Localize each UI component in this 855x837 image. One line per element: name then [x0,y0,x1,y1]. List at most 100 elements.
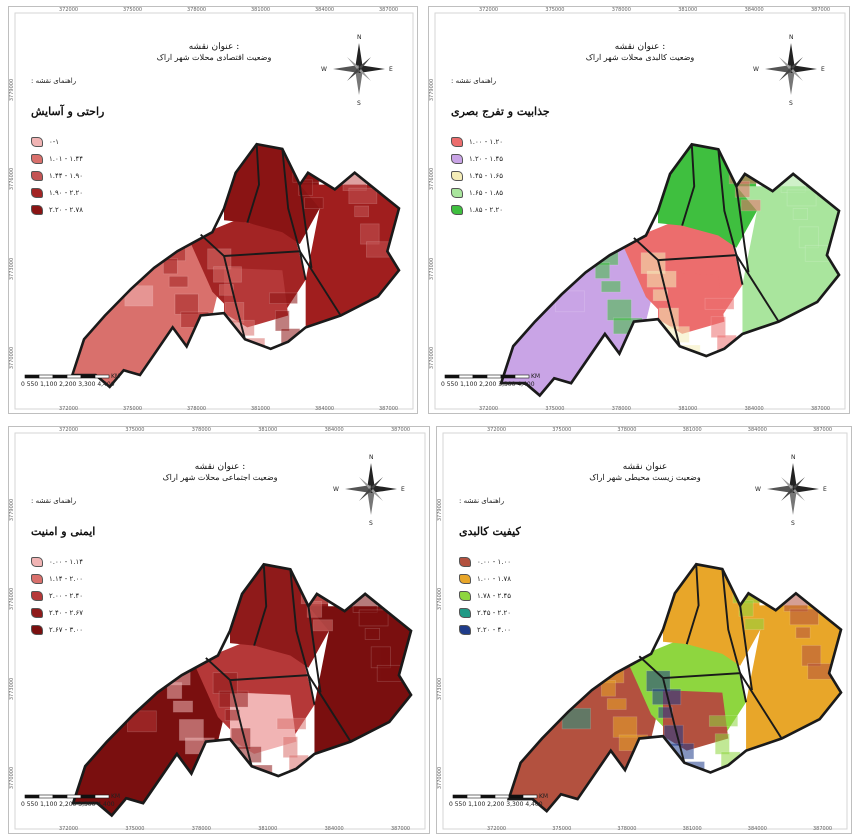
x-tick-bottom: 372000 [487,826,507,832]
map-legend: ۱.۰۰ - ۱.۲۰ ۱.۲۰ - ۱.۴۵ ۱.۴۵ - ۱.۶۵ ۱.۶۵ - … [451,133,503,218]
x-tick-bottom: 375000 [552,826,572,832]
x-tick-bottom: 375000 [123,406,143,412]
legend-range: ۰.۰۰ - ۱.۰۰ [477,557,511,566]
legend-range: ۰.۰۰ - ۱.۱۴ [49,557,83,566]
legend-swatch [31,187,43,198]
legend-range: ۲.۴۰ - ۲.۶۷ [49,608,83,617]
legend-swatch [459,624,471,635]
compass-label-w: W [321,66,327,73]
city-boundary [71,562,413,818]
map-title-label: عنوان نقشه [622,462,668,472]
map-title-label: عنوان نقشه : [614,42,666,52]
legend-range: ۰-۱ [49,137,60,146]
x-tick-top: 375000 [125,427,145,433]
map-legend: ۰.۰۰ - ۱.۰۰ ۱.۰۰ - ۱.۷۸ ۱.۷۸ - ۲.۴۵ ۲.۴۵ - … [459,553,511,638]
map-title-text: وضعیت اقتصادی محلات شهر اراک [156,53,272,63]
compass-label-e: E [823,486,827,493]
legend-item: ۱.۸۵ - ۲.۲۰ [451,201,503,218]
x-tick-top: 381000 [258,427,278,433]
map-panel-social: N S E W KM 0 550 1,100 2,200 3,300 4,400 37200… [8,426,430,834]
y-tick: 3770000 [437,766,444,790]
x-tick-bottom: 387000 [379,406,399,412]
y-tick: 3770000 [9,766,16,790]
legend-item: ۱.۹۰ - ۲.۲۰ [31,184,83,201]
legend-swatch [31,556,43,567]
map-panel-economic: N S E W KM 0 550 1,100 2,200 3,300 4,400 37200… [8,6,418,414]
legend-item: ۲.۶۷ - ۳.۰۰ [31,621,83,638]
legend-item: ۱.۰۰ - ۱.۲۰ [451,133,503,150]
map-canvas: N S E W KM [434,12,846,410]
city-boundary [70,142,401,389]
x-tick-top: 372000 [59,427,79,433]
legend-range: ۱.۲۰ - ۱.۴۵ [469,154,503,163]
x-tick-top: 375000 [552,427,572,433]
y-tick: 3779000 [9,498,16,522]
legend-item: ۱.۱۴ - ۲.۰۰ [31,570,83,587]
scale-labels: 0 550 1,100 2,200 3,300 4,400 [21,381,115,388]
legend-item: ۲.۴۰ - ۲.۶۷ [31,604,83,621]
legend-range: ۱.۹۰ - ۲.۲۰ [49,188,83,197]
city-map [70,142,401,389]
legend-item: ۲.۲۰ - ۲.۷۸ [31,201,83,218]
legend-range: ۱.۸۵ - ۲.۲۰ [469,205,503,214]
x-tick-bottom: 384000 [324,826,344,832]
legend-item: ۱.۰۰ - ۱.۷۸ [459,570,511,587]
map-title-label: عنوان نقشه : [188,42,240,52]
x-tick-bottom: 375000 [125,826,145,832]
map-canvas: N S E W KM [14,432,426,830]
y-tick: 3773000 [437,677,444,700]
map-title: عنوان نقشه : وضعیت کالبدی محلات شهر اراک [530,41,750,64]
legend-title: ایمنی و امنیت [31,525,96,538]
legend-swatch [31,590,43,601]
legend-swatch [459,607,471,618]
compass-label-w: W [755,486,761,493]
legend-item: ۱.۷۸ - ۲.۴۵ [459,587,511,604]
y-tick: 3773000 [9,677,16,700]
legend-title: جذابیت و تفرج بصری [451,105,550,118]
scale-unit: KM [111,793,120,800]
x-tick-bottom: 372000 [59,826,79,832]
x-tick-top: 381000 [682,427,702,433]
legend-range: ۱.۴۵ - ۱.۶۵ [469,171,503,180]
map-title-text: وضعیت کالبدی محلات شهر اراک [585,53,695,63]
legend-range: ۲.۴۵ - ۲.۲۰ [477,608,511,617]
map-legend: ۰.۰۰ - ۱.۱۴ ۱.۱۴ - ۲.۰۰ ۲.۰۰ - ۲.۴۰ ۲.۴۰ - … [31,553,83,638]
legend-item: ۰.۰۰ - ۱.۱۴ [31,553,83,570]
legend-title: کیفیت کالبدی [459,525,521,538]
map-title: عنوان نقشه وضعیت زیست محیطی شهر اراک [535,461,755,484]
legend-guide-label: راهنمای نقشه : [31,77,77,85]
x-tick-top: 378000 [187,7,207,13]
compass-label-w: W [753,66,759,73]
legend-swatch [31,204,43,215]
legend-range: ۱.۷۸ - ۲.۴۵ [477,591,511,600]
x-tick-top: 378000 [617,427,637,433]
compass-label-s: S [789,100,793,107]
north-arrow-icon: N S E W [333,454,405,527]
x-tick-top: 381000 [678,7,698,13]
x-tick-top: 384000 [747,427,767,433]
map-legend: ۰-۱ ۱.۰۱ - ۱.۴۴ ۱.۴۴ - ۱.۹۰ ۱.۹۰ - ۲.۲۰ ۲.۲۰… [31,133,83,218]
y-tick: 3770000 [429,346,436,370]
x-tick-top: 387000 [813,427,833,433]
north-arrow-icon: N S E W [753,34,825,107]
x-tick-bottom: 384000 [315,406,335,412]
x-tick-bottom: 381000 [678,406,698,412]
x-tick-top: 387000 [811,7,831,13]
scale-bar: KM [24,793,120,800]
compass-label-n: N [369,454,374,461]
y-tick: 3773000 [429,257,436,280]
compass-label-s: S [791,520,795,527]
legend-range: ۱.۴۴ - ۱.۹۰ [49,171,83,180]
map-panel-physical: N S E W KM 0 550 1,100 2,200 3,300 4,400 37200… [428,6,850,414]
map-title: عنوان نقشه : وضعیت اقتصادی محلات شهر اراک [104,41,324,64]
map-title-text: وضعیت اجتماعی محلات شهر اراک [162,473,278,483]
x-tick-bottom: 372000 [59,406,79,412]
x-tick-bottom: 381000 [258,826,278,832]
x-tick-bottom: 378000 [611,406,631,412]
y-tick: 3776000 [9,168,16,191]
compass-label-e: E [821,66,825,73]
legend-swatch [31,136,43,147]
compass-label-e: E [389,66,393,73]
legend-item: ۱.۴۴ - ۱.۹۰ [31,167,83,184]
x-tick-bottom: 378000 [191,826,211,832]
